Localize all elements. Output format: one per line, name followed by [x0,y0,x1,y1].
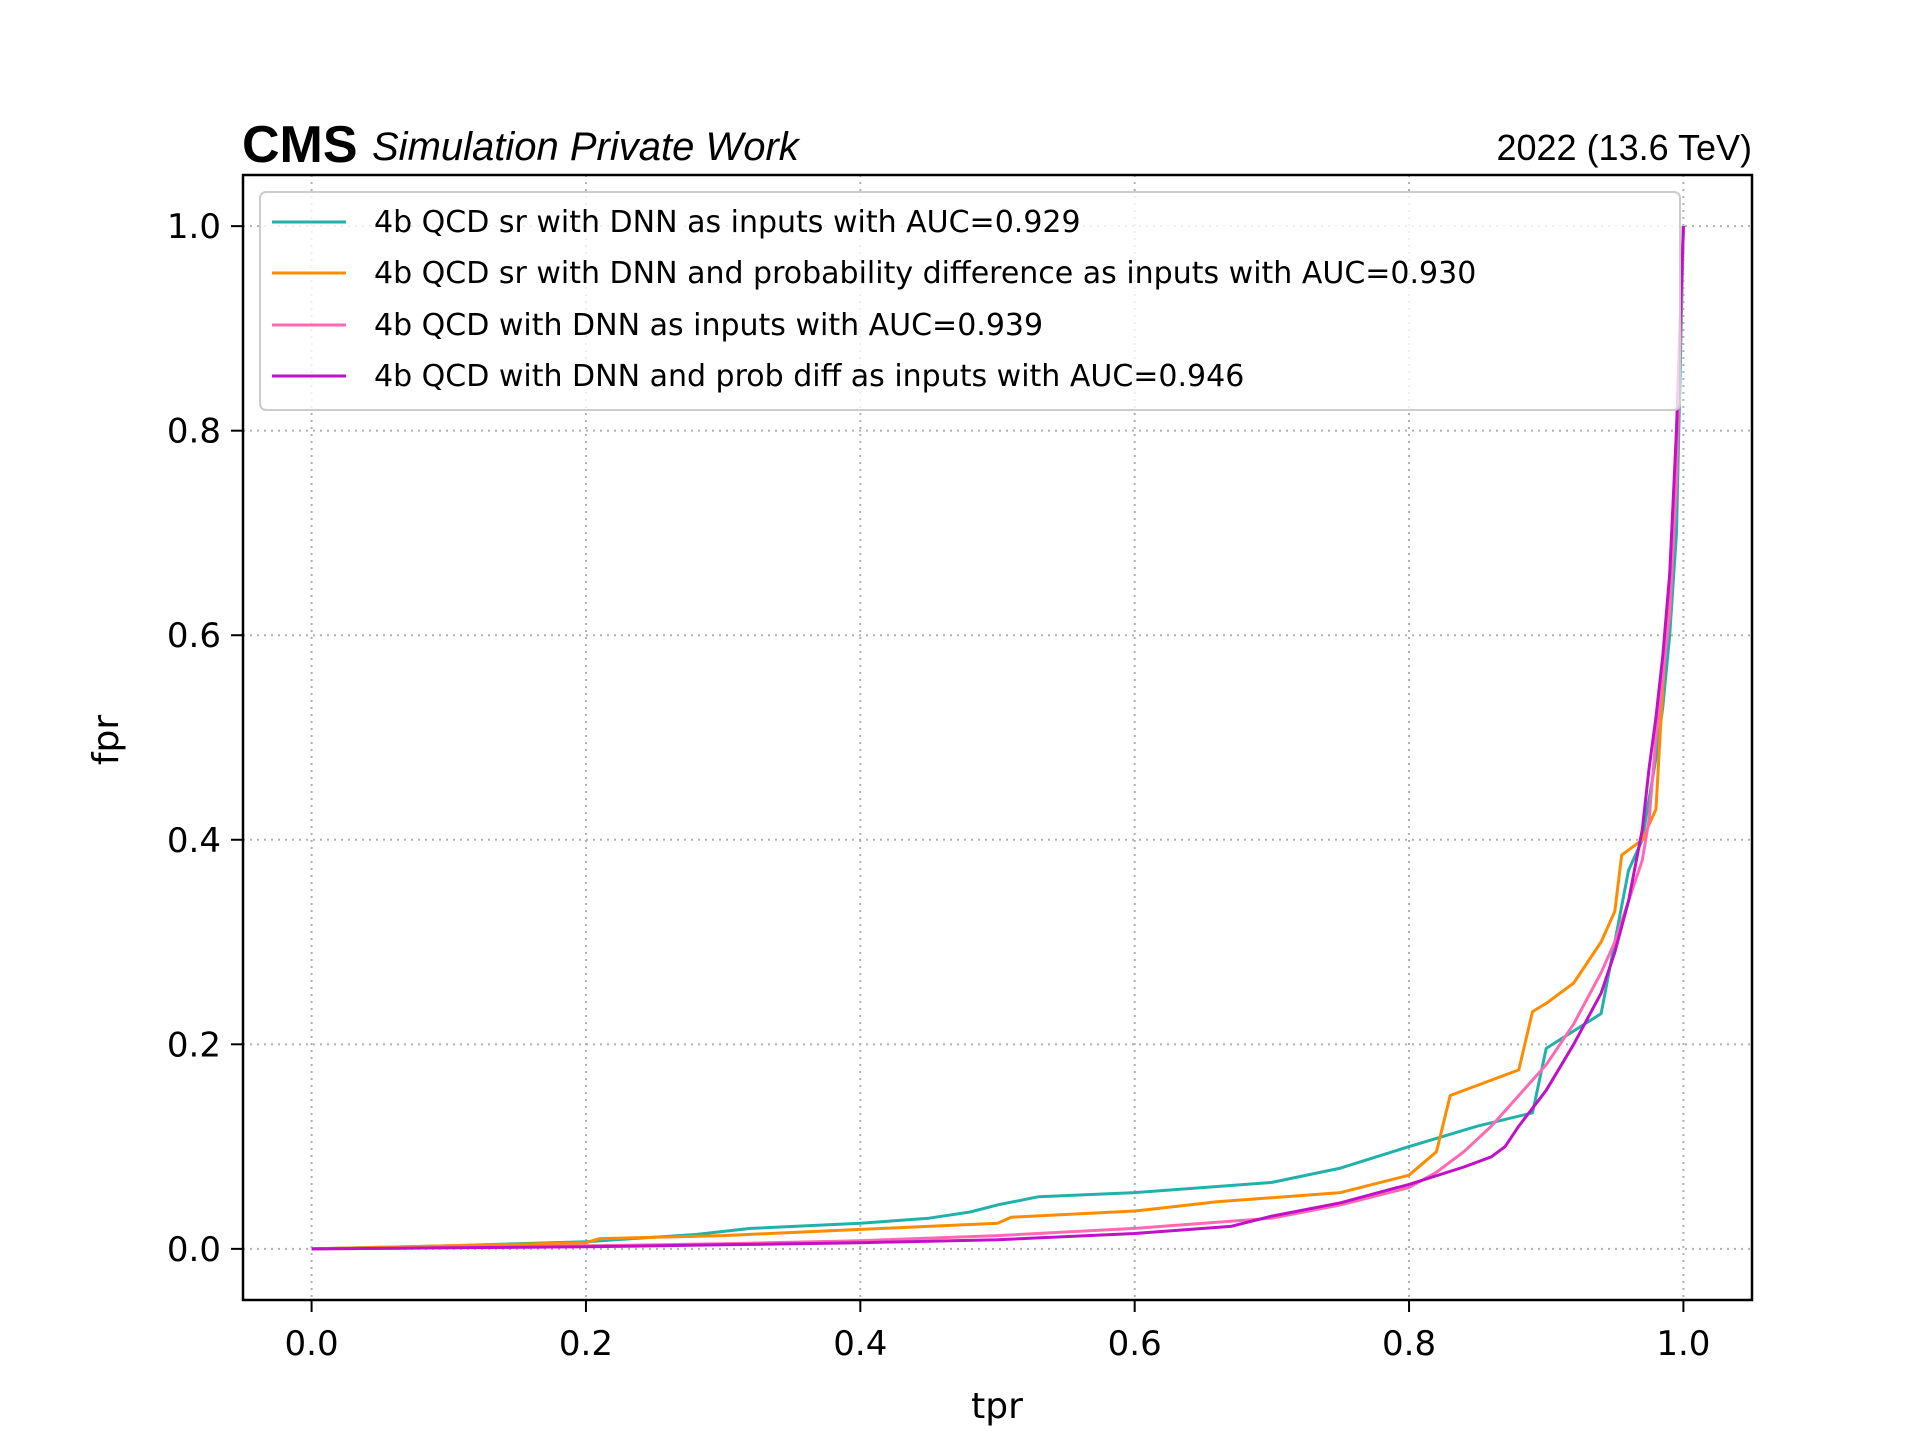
cms-label: CMS [242,116,358,174]
x-tick-label: 0.6 [1108,1324,1162,1364]
y-tick-label: 0.6 [167,616,221,656]
plot-frame [241,173,1754,1302]
y-tick-label: 0.8 [167,412,221,452]
legend-entry-series-1: 4b QCD sr with DNN as inputs with AUC=0.… [374,205,1081,240]
y-tick-label: 0.0 [167,1230,221,1270]
legend-entry-series-4: 4b QCD with DNN and prob diff as inputs … [374,359,1244,394]
x-axis-label: tpr [971,1386,1023,1427]
lumi-label: 2022 (13.6 TeV) [1496,127,1752,168]
y-tick-label: 0.4 [167,821,221,861]
legend: 4b QCD sr with DNN as inputs with AUC=0.… [259,191,1681,411]
y-axis-label: fpr [86,715,127,766]
x-tick-label: 0.2 [559,1324,613,1364]
legend-entry-series-3: 4b QCD with DNN as inputs with AUC=0.939 [374,308,1043,343]
y-tick-label: 0.2 [167,1025,221,1065]
y-tick-label: 1.0 [167,207,221,247]
series-line-3 [311,226,1685,1251]
series-line-4 [311,226,1685,1251]
x-tick-label: 0.8 [1382,1324,1436,1364]
x-tick-label: 0.4 [833,1324,887,1364]
simulation-label: Simulation Private Work [372,125,801,169]
axis-ticks: 0.0 0.2 0.4 0.6 0.8 1.0 0.0 0.2 0.4 0.6 0.8 1.0 [167,207,1711,1364]
legend-entry-series-2: 4b QCD sr with DNN and probability diffe… [374,256,1476,291]
x-tick-label: 0.0 [285,1324,339,1364]
legend-box [259,191,1681,411]
x-tick-label: 1.0 [1656,1324,1710,1364]
series-lines [311,226,1685,1251]
